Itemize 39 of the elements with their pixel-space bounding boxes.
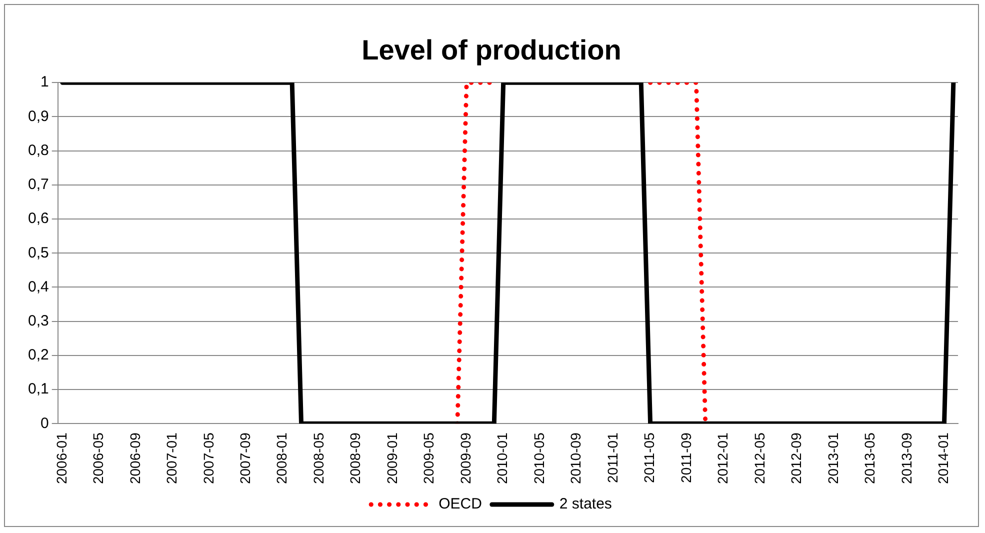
y-tick-label: 0,2: [28, 346, 49, 364]
x-tick-label: 2008-09: [347, 432, 364, 484]
x-tick-label: 2010-05: [530, 432, 547, 484]
x-tick-label: 2006-05: [90, 432, 106, 484]
x-tick-label: 2013-05: [862, 432, 878, 484]
x-tick-label: 2013-09: [898, 432, 914, 484]
y-tick-label: 0,7: [28, 176, 49, 194]
x-tick-label: 2009-09: [457, 432, 474, 484]
x-tick-label: 2006-01: [53, 432, 70, 484]
x-tick-label: 2007-05: [200, 432, 216, 484]
x-tick-label: 2013-01: [824, 432, 841, 484]
y-tick-label: 1: [40, 74, 49, 91]
y-tick-label: 0,1: [28, 380, 49, 398]
x-tick-label: 2010-01: [494, 432, 510, 484]
y-tick-label: 0,8: [28, 142, 49, 159]
x-tick-label: 2009-01: [384, 432, 400, 484]
x-tick-label: 2006-09: [126, 432, 143, 484]
x-tick-label: 2007-01: [164, 432, 180, 484]
y-tick-label: 0,4: [28, 278, 49, 296]
x-tick-label: 2014-01: [935, 432, 952, 484]
chart-title: Level of production: [362, 34, 622, 66]
y-tick-label: 0: [40, 414, 49, 432]
y-tick-label: 0,6: [28, 210, 49, 228]
x-tick-label: 2011-05: [641, 432, 658, 483]
x-tick-label: 2010-09: [568, 432, 584, 484]
y-tick-label: 0,5: [28, 244, 49, 262]
x-tick-label: 2007-09: [237, 432, 254, 484]
legend-label: 2 states: [559, 496, 612, 513]
x-tick-label: 2008-01: [274, 432, 290, 484]
y-tick-label: 0,3: [28, 312, 49, 330]
y-tick-label: 0,9: [28, 108, 49, 125]
x-tick-label: 2009-05: [420, 432, 437, 484]
x-tick-label: 2011-01: [604, 432, 620, 483]
x-tick-label: 2012-09: [788, 432, 804, 484]
x-tick-label: 2011-09: [678, 432, 694, 483]
x-tick-label: 2012-01: [714, 432, 731, 484]
x-tick-label: 2008-05: [310, 432, 326, 484]
x-tick-label: 2012-05: [751, 432, 768, 484]
legend-label: OECD: [438, 496, 482, 513]
